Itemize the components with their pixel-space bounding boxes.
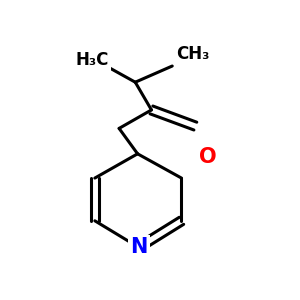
Text: CH₃: CH₃: [176, 46, 210, 64]
Text: N: N: [130, 237, 147, 257]
Text: H₃C: H₃C: [76, 51, 109, 69]
Text: O: O: [199, 147, 217, 167]
